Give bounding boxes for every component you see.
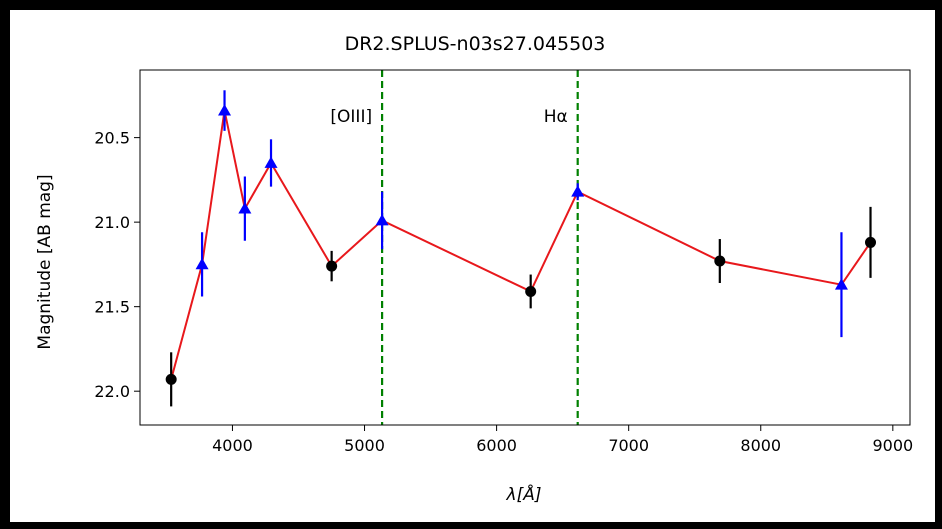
reference-lines: [OIII] Hα [330, 70, 579, 425]
data-point-8 [571, 185, 585, 197]
x-tick-label-3: 7000 [608, 436, 649, 455]
data-point-7 [525, 285, 537, 297]
data-point-10 [834, 278, 848, 290]
y-tick-label-3: 22.0 [94, 382, 130, 401]
reference-line-label-0: [OIII] [330, 107, 372, 127]
plot-area-frame [139, 69, 911, 426]
chart-svg: DR2.SPLUS-n03s27.045503 λ[Å] Magnitude [… [35, 33, 913, 505]
data-point-9 [714, 255, 726, 267]
chart-title: DR2.SPLUS-n03s27.045503 [345, 33, 606, 55]
chart-figure: DR2.SPLUS-n03s27.045503 λ[Å] Magnitude [… [10, 10, 935, 522]
x-axis-label: λ[Å] [506, 483, 542, 505]
data-point-11 [865, 236, 877, 248]
data-point-3 [238, 202, 252, 214]
x-axis-ticks: 4000 5000 6000 7000 8000 9000 [212, 425, 913, 455]
reference-line-label-1: Hα [544, 107, 568, 127]
y-axis-ticks: 20.5 21.0 21.5 22.0 [94, 129, 140, 401]
data-point-4 [264, 156, 278, 168]
data-point-6 [375, 213, 389, 226]
x-tick-label-5: 9000 [872, 436, 913, 455]
y-tick-label-1: 21.0 [94, 213, 130, 232]
x-tick-label-2: 6000 [476, 436, 517, 455]
data-point-0 [165, 373, 177, 385]
y-tick-label-2: 21.5 [94, 298, 130, 317]
data-point-5 [326, 260, 338, 272]
data-point-1 [195, 257, 209, 270]
data-points [165, 104, 877, 385]
x-tick-label-0: 4000 [212, 436, 253, 455]
x-tick-label-1: 5000 [344, 436, 385, 455]
y-axis-label: Magnitude [AB mag] [35, 174, 55, 349]
data-point-2 [218, 104, 232, 116]
error-bars [170, 90, 872, 407]
series-line [170, 110, 872, 380]
x-tick-label-4: 8000 [740, 436, 781, 455]
y-tick-label-0: 20.5 [94, 129, 130, 148]
series-polyline [170, 110, 872, 380]
